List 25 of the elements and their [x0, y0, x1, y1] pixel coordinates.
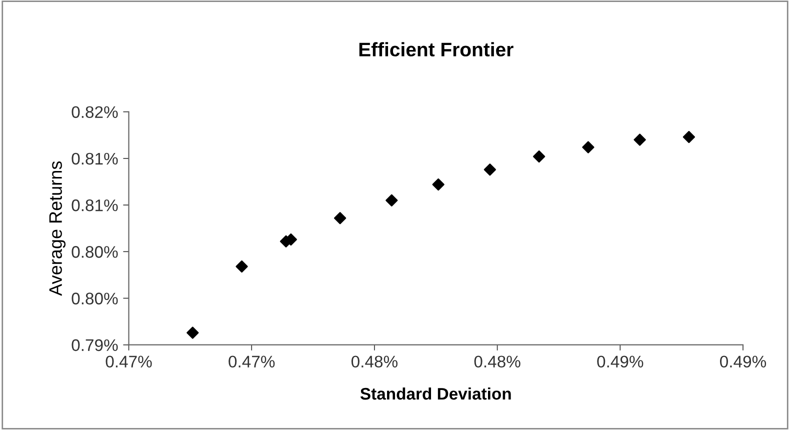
x-tick-label: 0.49% [720, 356, 766, 368]
y-tick-label: 0.81% [72, 152, 118, 165]
x-axis-title: Standard Deviation [360, 387, 511, 400]
point [432, 178, 444, 191]
x-tick-label: 0.47% [228, 356, 275, 368]
y-tick-label: 0.82% [72, 106, 118, 118]
point [634, 134, 646, 146]
y-tick-label: 0.80% [72, 246, 118, 258]
point [334, 212, 346, 224]
x-tick-label: 0.48% [474, 356, 520, 368]
point [582, 141, 594, 154]
x-tick-label: 0.47% [106, 356, 152, 368]
point [484, 164, 496, 176]
x-tick-label: 0.49% [597, 356, 644, 368]
point [533, 150, 546, 163]
y-axis-title: Average Returns [49, 161, 66, 296]
point [236, 260, 248, 273]
x-tick-label: 0.48% [351, 356, 398, 368]
point [682, 130, 696, 144]
y-tick-label: 0.80% [72, 292, 118, 304]
point [186, 326, 199, 339]
y-tick-label: 0.81% [72, 199, 118, 212]
chart-title: Efficient Frontier [359, 42, 514, 56]
point [386, 194, 398, 206]
y-tick-label: 0.79% [72, 339, 118, 352]
